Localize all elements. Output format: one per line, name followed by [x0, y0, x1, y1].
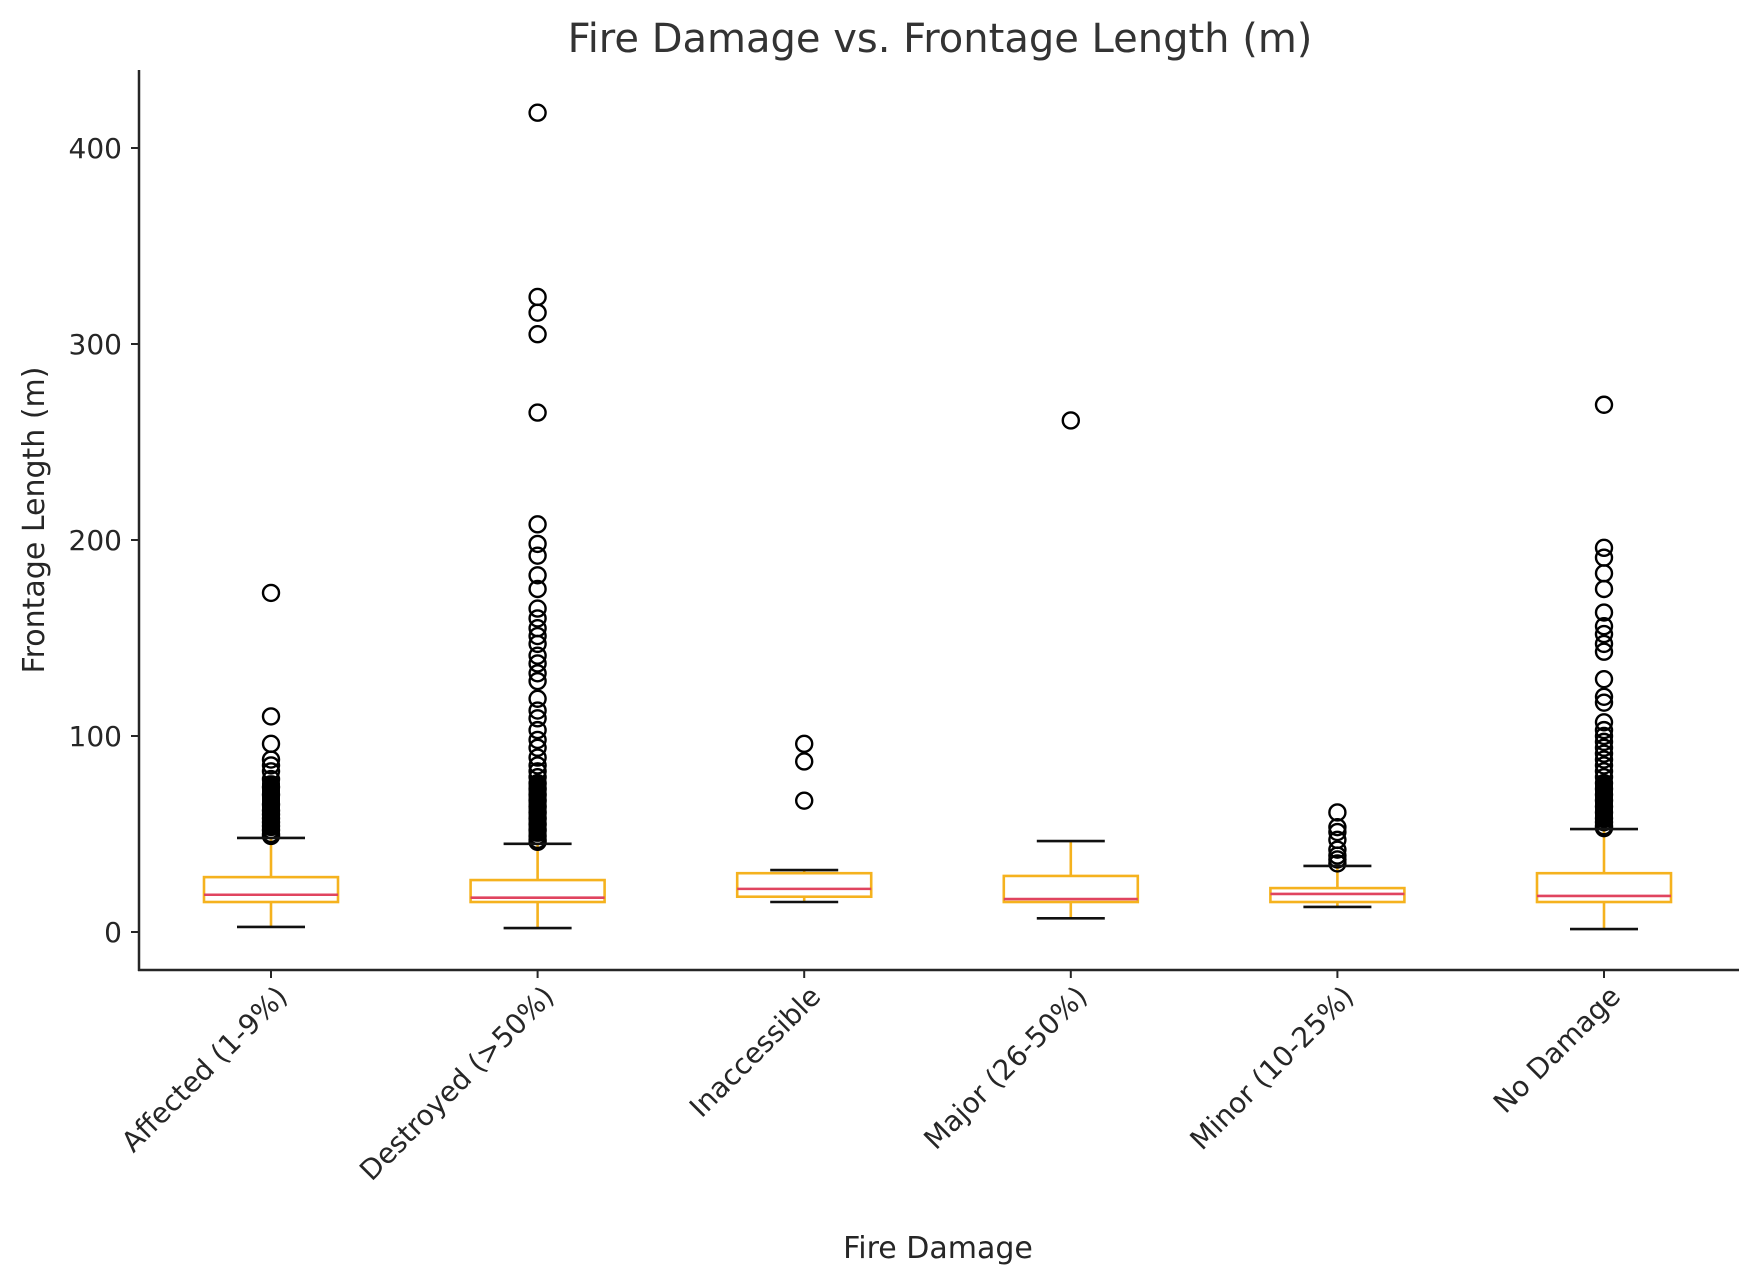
- box-group: [202, 583, 340, 929]
- outlier-point: [795, 734, 814, 754]
- outlier-point: [1328, 803, 1347, 822]
- outlier-point: [1061, 411, 1081, 430]
- box-group: [1269, 803, 1406, 909]
- x-tick-label: Affected (1-9%): [115, 980, 294, 1159]
- outlier-point: [795, 752, 814, 771]
- outlier-point: [261, 756, 281, 775]
- outlier-point: [528, 534, 547, 554]
- outlier-point: [1328, 840, 1347, 859]
- outlier-point: [1594, 669, 1614, 689]
- outlier-point: [1328, 817, 1347, 837]
- y-tick-label: 100: [69, 720, 122, 753]
- x-tick-label: No Damage: [1487, 980, 1627, 1120]
- box-group: [469, 103, 606, 930]
- iqr-box: [202, 875, 340, 904]
- chart-title: Fire Damage vs. Frontage Length (m): [568, 16, 1313, 62]
- outlier-point: [528, 689, 547, 708]
- outlier-point: [528, 671, 547, 691]
- outlier-point: [1594, 726, 1614, 746]
- outlier-point: [528, 403, 547, 422]
- outlier-point: [1594, 634, 1614, 654]
- outlier-point: [528, 634, 547, 654]
- outlier-point: [528, 701, 547, 720]
- outlier-point: [1594, 603, 1614, 622]
- outlier-cluster: [1595, 775, 1613, 829]
- y-tick-label: 300: [69, 328, 122, 361]
- outlier-cluster: [528, 775, 547, 842]
- outlier-point: [1328, 822, 1347, 842]
- outlier-point: [1594, 642, 1614, 661]
- outlier-point: [528, 303, 547, 322]
- outlier-point: [528, 730, 547, 750]
- box-group: [1535, 395, 1673, 931]
- iqr-box: [469, 878, 606, 904]
- outlier-point: [528, 756, 547, 775]
- outlier-point: [528, 738, 547, 757]
- outlier-point: [1594, 564, 1614, 583]
- iqr-box: [735, 871, 873, 899]
- y-axis-label: Frontage Length (m): [17, 367, 52, 674]
- outlier-point: [528, 626, 547, 646]
- outlier-point: [1594, 720, 1614, 740]
- outlier-point: [1594, 732, 1614, 752]
- outlier-point: [1594, 548, 1614, 567]
- outlier-point: [528, 515, 547, 534]
- outlier-point: [261, 583, 281, 603]
- outlier-point: [528, 664, 547, 683]
- box-group: [735, 734, 873, 904]
- outlier-point: [528, 566, 547, 585]
- outlier-point: [528, 609, 547, 628]
- outlier-cluster: [262, 775, 280, 836]
- outlier-point: [1328, 854, 1347, 873]
- outlier-point: [1594, 738, 1614, 757]
- outlier-point: [528, 720, 547, 740]
- outlier-point: [1594, 756, 1614, 775]
- outlier-point: [1594, 750, 1614, 769]
- outlier-point: [528, 599, 547, 618]
- outlier-point: [1594, 579, 1614, 599]
- outlier-point: [1594, 713, 1614, 732]
- outlier-point: [261, 734, 281, 754]
- outlier-point: [528, 748, 547, 767]
- outlier-point: [795, 791, 814, 810]
- iqr-box: [1002, 874, 1140, 904]
- outlier-point: [261, 707, 281, 726]
- outlier-point: [1594, 395, 1614, 414]
- y-tick-label: 400: [69, 132, 122, 165]
- outlier-point: [528, 287, 547, 307]
- plot-area: [202, 103, 1673, 931]
- y-tick-label: 200: [69, 524, 122, 557]
- outlier-point: [528, 654, 547, 673]
- box-group: [1002, 411, 1140, 920]
- outlier-point: [1594, 624, 1614, 644]
- outlier-point: [1594, 693, 1614, 712]
- x-tick-label: Destroyed (>50%): [353, 980, 560, 1187]
- outlier-point: [528, 709, 547, 728]
- x-tick-label: Minor (10-25%): [1184, 980, 1361, 1157]
- y-tick-label: 0: [104, 916, 122, 949]
- x-tick-label: Major (26-50%): [917, 980, 1093, 1156]
- outlier-point: [528, 646, 547, 665]
- outlier-point: [528, 546, 547, 565]
- outlier-point: [1594, 744, 1614, 763]
- y-ticks: 0 100 200 300 400: [69, 132, 139, 949]
- iqr-box: [1535, 871, 1673, 904]
- outlier-point: [528, 579, 547, 599]
- outlier-point: [261, 750, 281, 769]
- axes: 0 100 200 300 400 Affected (1-9%) Destroyed (…: [69, 70, 1739, 1187]
- outlier-point: [1594, 687, 1614, 706]
- outlier-point: [528, 325, 547, 344]
- outlier-point: [528, 103, 547, 122]
- outlier-point: [1594, 617, 1614, 636]
- outlier-point: [1594, 538, 1614, 558]
- x-ticks: Affected (1-9%) Destroyed (>50%) Inaccessi…: [115, 970, 1627, 1187]
- x-tick-label: Inaccessible: [683, 980, 827, 1124]
- x-axis-label: Fire Damage: [843, 1231, 1033, 1266]
